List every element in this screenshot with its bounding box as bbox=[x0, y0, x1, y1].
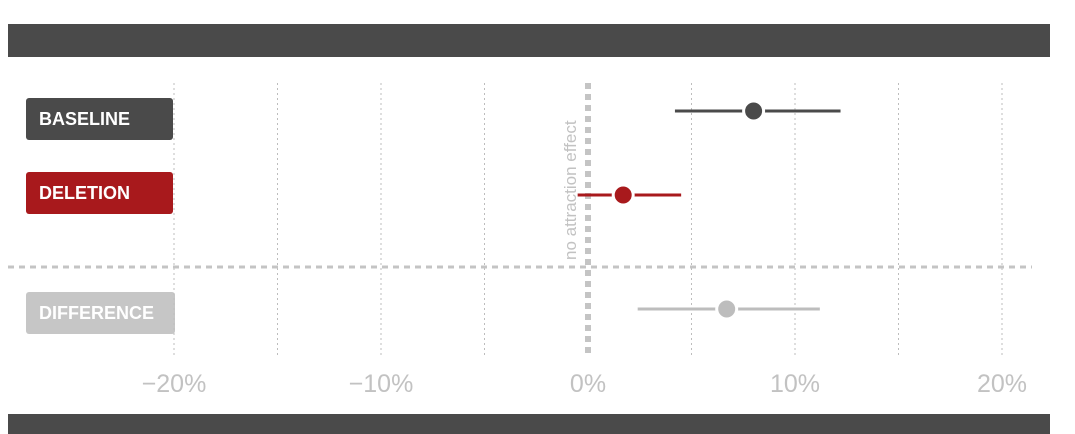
x-tick-label: 10% bbox=[770, 370, 820, 398]
x-tick-label: −10% bbox=[349, 370, 414, 398]
row-label-baseline: BASELINE bbox=[26, 98, 173, 140]
reference-line-label: no attraction effect bbox=[561, 120, 580, 260]
x-tick-label: −20% bbox=[142, 370, 207, 398]
estimate-point-deletion bbox=[611, 183, 635, 207]
bottom-banner bbox=[8, 414, 1050, 434]
row-label-deletion: DELETION bbox=[26, 172, 173, 214]
x-tick-label: 20% bbox=[977, 370, 1027, 398]
estimate-point-difference bbox=[715, 297, 739, 321]
estimate-point-baseline bbox=[742, 99, 766, 123]
row-label-difference: DIFFERENCE bbox=[26, 292, 175, 334]
top-banner bbox=[8, 24, 1050, 57]
x-tick-label: 0% bbox=[570, 370, 606, 398]
